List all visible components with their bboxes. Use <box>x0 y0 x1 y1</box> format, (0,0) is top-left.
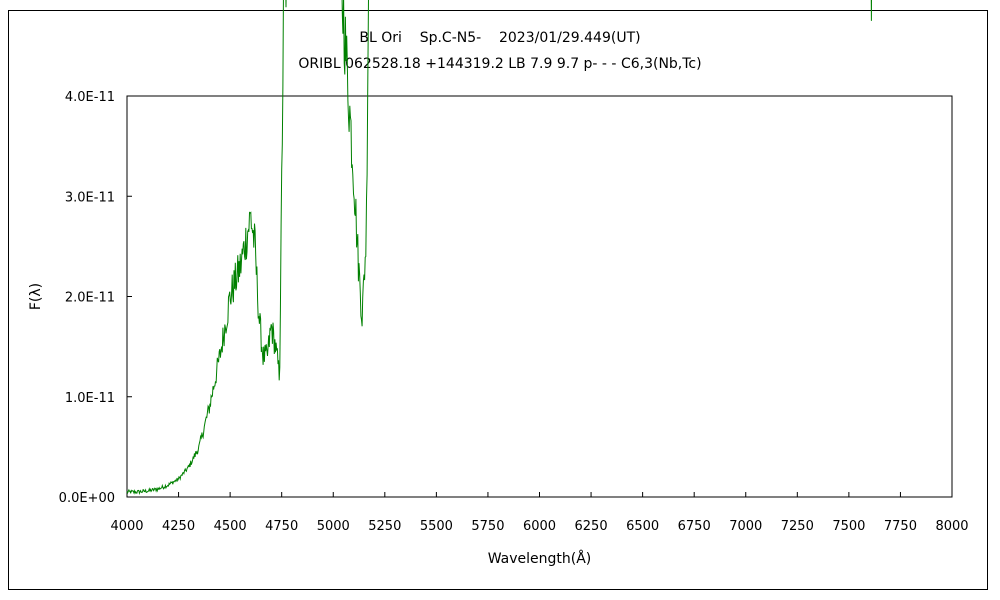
x-tick-label: 7750 <box>884 519 917 534</box>
x-tick-label: 7500 <box>832 519 865 534</box>
x-tick-label: 6250 <box>575 519 608 534</box>
x-tick-label: 5250 <box>368 519 401 534</box>
x-tick-label: 5500 <box>420 519 453 534</box>
x-tick-label: 4500 <box>214 519 247 534</box>
chart-frame <box>8 10 988 590</box>
spectrum-line <box>126 0 872 496</box>
y-tick-label: 4.0E-11 <box>65 90 115 105</box>
chart-title: BL Ori Sp.C-N5- 2023/01/29.449(UT) <box>359 30 641 46</box>
x-tick-label: 4250 <box>162 519 195 534</box>
x-tick-label: 5750 <box>471 519 504 534</box>
x-tick-label: 8000 <box>935 519 968 534</box>
x-tick-label: 6000 <box>523 519 556 534</box>
series-layer <box>126 0 872 496</box>
x-tick-label: 7000 <box>729 519 762 534</box>
x-tick-label: 5000 <box>317 519 350 534</box>
x-axis-label: Wavelength(Å) <box>488 550 592 567</box>
y-tick-label: 1.0E-11 <box>65 391 115 406</box>
y-tick-label: 2.0E-11 <box>65 291 115 306</box>
y-tick-label: 0.0E+00 <box>59 491 115 506</box>
x-tick-label: 6500 <box>626 519 659 534</box>
x-tick-label: 4000 <box>110 519 143 534</box>
chart-subtitle: ORIBL 062528.18 +144319.2 LB 7.9 9.7 p- … <box>298 56 702 72</box>
x-tick-label: 7250 <box>781 519 814 534</box>
y-axis: 0.0E+00 1.0E-11 2.0E-11 3.0E-11 4.0E-11 <box>59 90 132 506</box>
y-axis-label: F(λ) <box>28 283 44 310</box>
x-tick-label: 6750 <box>678 519 711 534</box>
x-tick-label: 4750 <box>265 519 298 534</box>
x-axis: 4000 4250 4500 4750 5000 5250 5500 5750 6000 6250… <box>110 492 969 534</box>
y-tick-label: 3.0E-11 <box>65 190 115 205</box>
plot-area <box>126 95 953 498</box>
